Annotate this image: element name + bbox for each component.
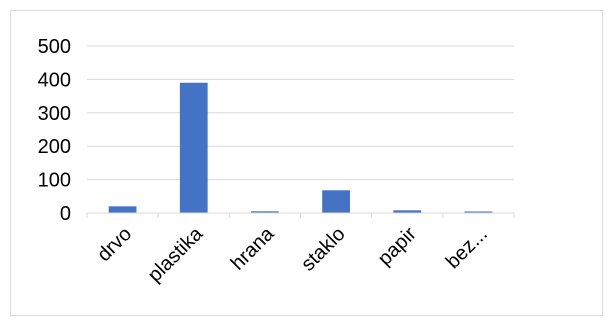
bar-hrana bbox=[251, 211, 279, 213]
x-tick-label: papir bbox=[374, 223, 421, 270]
x-tick-label: hrana bbox=[227, 222, 279, 274]
x-tick-label: drvo bbox=[93, 223, 136, 266]
bars bbox=[108, 82, 493, 214]
x-tick-label: staklo bbox=[297, 223, 350, 276]
bar-papir bbox=[393, 210, 422, 213]
y-tick-label: 200 bbox=[38, 136, 71, 158]
y-tick-label: 500 bbox=[38, 36, 71, 58]
y-tick-label: 300 bbox=[38, 103, 71, 125]
bar-bez bbox=[464, 211, 493, 213]
y-tick-label: 400 bbox=[38, 69, 71, 91]
y-tick-label: 0 bbox=[60, 203, 71, 225]
bar-drvo bbox=[108, 206, 137, 213]
y-axis-ticks: 0 100 200 300 400 500 bbox=[38, 36, 71, 225]
x-tick-label: plastika bbox=[144, 222, 208, 286]
y-tick-label: 100 bbox=[38, 170, 71, 192]
chart-area bbox=[10, 10, 603, 316]
gridlines bbox=[87, 45, 514, 181]
bar-staklo bbox=[322, 190, 350, 213]
x-axis-ticks: drvo plastika hrana staklo papir bez... bbox=[93, 222, 492, 286]
x-axis bbox=[86, 212, 515, 218]
x-tick-label: bez... bbox=[442, 223, 492, 273]
bar-plastika bbox=[179, 82, 208, 214]
